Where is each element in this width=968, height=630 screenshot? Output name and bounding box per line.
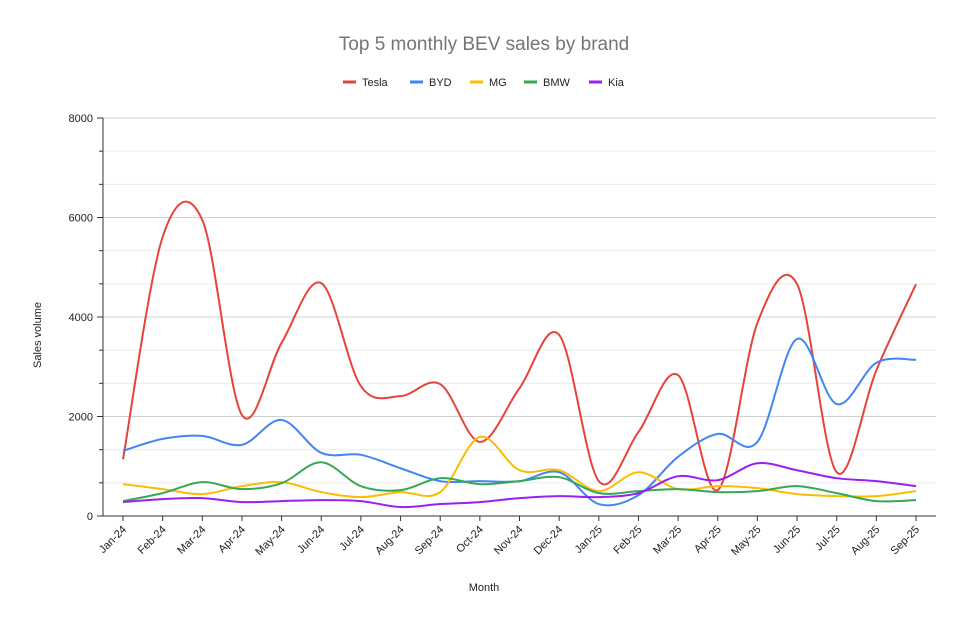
x-tick-label: Feb-25: [611, 524, 644, 557]
x-tick-label: Jan-24: [97, 524, 129, 556]
x-tick-label: Mar-25: [651, 524, 684, 557]
legend-label: Kia: [608, 77, 625, 89]
x-axis-label: Month: [469, 582, 500, 594]
y-tick-label: 8000: [69, 113, 93, 125]
y-tick-label: 2000: [69, 412, 93, 424]
series-line-tesla: [122, 200, 917, 492]
x-tick-label: Jun-25: [771, 524, 803, 556]
legend-item-byd: BYD: [410, 77, 452, 89]
x-tick-label: Aug-24: [373, 524, 407, 558]
series-lines: [122, 200, 917, 509]
chart-title: Top 5 monthly BEV sales by brand: [339, 34, 629, 55]
x-tick-label: Feb-24: [136, 524, 169, 557]
x-tick-label: Jul-25: [813, 524, 843, 554]
x-tick-label: Oct-24: [454, 524, 486, 556]
legend: Tesla BYD MG BMW Kia: [343, 77, 625, 89]
x-tick-label: Jun-24: [295, 524, 327, 556]
legend-item-bmw: BMW: [524, 77, 571, 89]
y-tick-label: 4000: [69, 312, 93, 324]
x-tick-label: Jan-25: [573, 524, 605, 556]
legend-label: MG: [489, 77, 507, 89]
legend-item-kia: Kia: [589, 77, 625, 89]
x-tick-label: Nov-24: [492, 524, 526, 558]
legend-label: BYD: [429, 77, 452, 89]
legend-label: Tesla: [362, 77, 389, 89]
y-tick-label: 6000: [69, 213, 93, 225]
x-tick-label: Mar-24: [175, 524, 208, 557]
x-tick-label: Dec-24: [532, 524, 566, 558]
x-tick-label: Sep-25: [889, 524, 923, 558]
legend-item-tesla: Tesla: [343, 77, 389, 89]
x-tick-label: May-24: [253, 524, 287, 558]
x-tick-label: Aug-25: [849, 524, 883, 558]
series-line-mg: [122, 435, 917, 499]
y-tick-label: 0: [87, 511, 93, 523]
gridlines: [103, 117, 936, 484]
x-tick-label: Sep-24: [413, 524, 447, 558]
x-tick-label: Jul-24: [337, 524, 367, 554]
legend-label: BMW: [543, 77, 571, 89]
y-axis-label: Sales volume: [32, 302, 44, 368]
series-line-byd: [122, 337, 917, 507]
series-line-kia: [122, 461, 917, 509]
legend-item-mg: MG: [470, 77, 507, 89]
x-tick-label: Apr-25: [692, 524, 724, 556]
x-tick-label: May-25: [729, 524, 763, 558]
series-line-bmw: [122, 461, 917, 503]
x-tick-label: Apr-24: [216, 524, 248, 556]
